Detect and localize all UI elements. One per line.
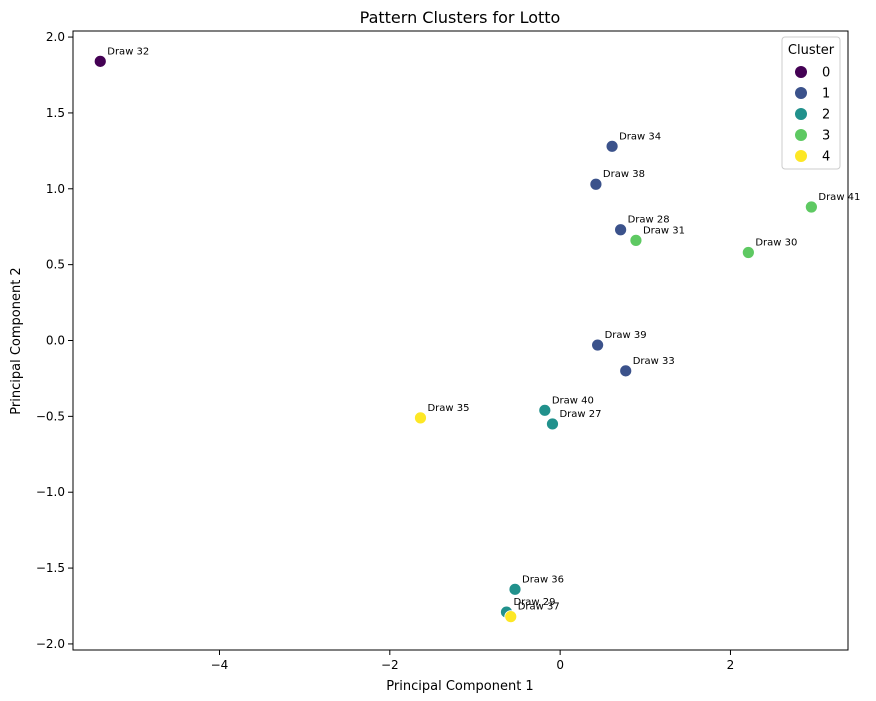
y-tick-label: −0.5 xyxy=(36,409,65,423)
legend-entry-label: 3 xyxy=(822,129,830,144)
y-axis-label: Principal Component 2 xyxy=(9,267,24,414)
point-label: Draw 38 xyxy=(603,169,645,180)
scatter-point xyxy=(508,582,522,596)
point-label: Draw 28 xyxy=(628,215,670,226)
x-tick-label: −4 xyxy=(211,658,229,672)
scatter-point xyxy=(414,411,427,425)
scatter-point xyxy=(504,610,518,624)
legend-entry-label: 4 xyxy=(822,150,830,165)
point-label: Draw 36 xyxy=(522,574,564,585)
scatter-point xyxy=(804,200,818,214)
legend-entry-label: 1 xyxy=(822,87,830,102)
scatter-point xyxy=(546,417,559,431)
point-label: Draw 27 xyxy=(559,409,601,420)
point-label: Draw 40 xyxy=(552,395,594,406)
x-axis-label: Principal Component 1 xyxy=(386,679,533,694)
point-label: Draw 32 xyxy=(107,46,149,57)
point-label: Draw 29 xyxy=(513,597,555,608)
axis-ticks: −4 −2 0 2 −2.0 −1.5 −1.0 −0.5 0.0 0.5 1.0 1.5 2.0 xyxy=(36,30,734,672)
scatter-point xyxy=(741,246,755,259)
scatter-point xyxy=(614,223,628,237)
scatter-point xyxy=(619,364,633,378)
point-label: Draw 37 xyxy=(518,602,560,613)
chart-title: Pattern Clusters for Lotto xyxy=(360,8,561,27)
y-tick-label: 2.0 xyxy=(46,30,65,44)
point-labels: Draw 32 Draw 34 Draw 38 Draw 28 Draw 39 Draw … xyxy=(107,46,860,612)
y-tick-label: 0.5 xyxy=(46,258,65,272)
y-tick-label: 1.0 xyxy=(46,182,65,196)
scatter-point xyxy=(589,177,603,191)
x-tick-label: −2 xyxy=(381,658,399,672)
y-tick-label: −2.0 xyxy=(36,637,65,651)
x-tick-label: 2 xyxy=(727,658,735,672)
y-tick-label: 0.0 xyxy=(46,334,65,348)
point-label: Draw 30 xyxy=(755,238,797,249)
scatter-point xyxy=(591,338,605,352)
point-label: Draw 33 xyxy=(633,356,675,367)
legend-marker xyxy=(795,150,807,162)
point-label: Draw 34 xyxy=(619,131,661,142)
plot-frame xyxy=(72,30,849,651)
point-label: Draw 35 xyxy=(427,403,469,414)
point-label: Draw 31 xyxy=(643,225,685,236)
legend-marker xyxy=(795,66,807,78)
scatter-point xyxy=(538,403,552,417)
y-tick-label: −1.0 xyxy=(36,485,65,499)
data-points xyxy=(93,54,818,624)
scatter-point xyxy=(605,139,619,153)
legend: Cluster 0 1 2 3 4 xyxy=(781,36,841,170)
scatter-point xyxy=(93,54,107,68)
legend-marker xyxy=(795,108,807,120)
x-tick-label: 0 xyxy=(556,658,564,672)
legend-entry-label: 2 xyxy=(822,108,830,123)
legend-marker xyxy=(795,129,807,141)
point-label: Draw 39 xyxy=(605,330,647,341)
legend-marker xyxy=(795,87,807,99)
legend-title: Cluster xyxy=(788,43,835,58)
scatter-point xyxy=(629,233,643,247)
point-label: Draw 41 xyxy=(818,192,860,203)
y-tick-label: 1.5 xyxy=(46,106,65,120)
y-tick-label: −1.5 xyxy=(36,561,65,575)
legend-entry-label: 0 xyxy=(822,66,830,81)
